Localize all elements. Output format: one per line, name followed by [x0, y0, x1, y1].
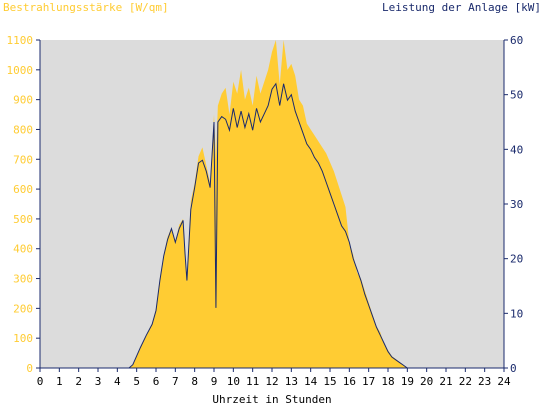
x-tick-label: 4: [114, 375, 121, 388]
x-tick-label: 15: [323, 375, 336, 388]
x-tick-label: 24: [497, 375, 511, 388]
left-tick-label: 1000: [7, 64, 34, 77]
x-tick-label: 11: [246, 375, 259, 388]
x-tick-label: 17: [362, 375, 375, 388]
left-tick-label: 700: [13, 153, 33, 166]
x-tick-label: 18: [381, 375, 394, 388]
x-tick-label: 21: [439, 375, 452, 388]
left-tick-label: 900: [13, 94, 33, 107]
x-tick-label: 0: [37, 375, 44, 388]
left-tick-label: 400: [13, 243, 33, 256]
left-tick-label: 0: [26, 362, 33, 375]
x-tick-label: 2: [75, 375, 82, 388]
left-tick-label: 500: [13, 213, 33, 226]
left-tick-label: 100: [13, 332, 33, 345]
x-tick-label: 16: [343, 375, 356, 388]
right-tick-label: 60: [510, 34, 523, 47]
x-tick-label: 6: [153, 375, 160, 388]
x-tick-label: 19: [401, 375, 414, 388]
left-axis-title: Bestrahlungsstärke [W/qm]: [3, 1, 169, 14]
right-tick-label: 30: [510, 198, 523, 211]
right-tick-label: 40: [510, 143, 523, 156]
x-tick-label: 23: [478, 375, 491, 388]
right-tick-label: 10: [510, 307, 523, 320]
x-tick-label: 13: [285, 375, 298, 388]
x-tick-label: 8: [191, 375, 198, 388]
left-tick-label: 1100: [7, 34, 34, 47]
left-tick-label: 800: [13, 123, 33, 136]
ticks-layer: 0100200300400500600700800900100011000102…: [7, 34, 524, 388]
x-tick-label: 12: [265, 375, 278, 388]
x-tick-label: 7: [172, 375, 179, 388]
series-layer: [40, 40, 504, 369]
x-tick-label: 14: [304, 375, 318, 388]
right-tick-label: 50: [510, 89, 523, 102]
x-tick-label: 22: [459, 375, 472, 388]
right-tick-label: 20: [510, 253, 523, 266]
x-tick-label: 3: [95, 375, 102, 388]
x-tick-label: 9: [211, 375, 218, 388]
x-tick-label: 5: [133, 375, 140, 388]
right-tick-label: 0: [510, 362, 517, 375]
power-line: [40, 82, 504, 369]
x-tick-label: 20: [420, 375, 433, 388]
left-tick-label: 200: [13, 302, 33, 315]
right-axis-title: Leistung der Anlage [kW]: [382, 1, 541, 14]
x-tick-label: 1: [56, 375, 63, 388]
left-tick-label: 600: [13, 183, 33, 196]
left-tick-label: 300: [13, 273, 33, 286]
irradiance-area: [40, 40, 504, 368]
x-axis-title: Uhrzeit in Stunden: [212, 393, 331, 406]
x-tick-label: 10: [227, 375, 240, 388]
